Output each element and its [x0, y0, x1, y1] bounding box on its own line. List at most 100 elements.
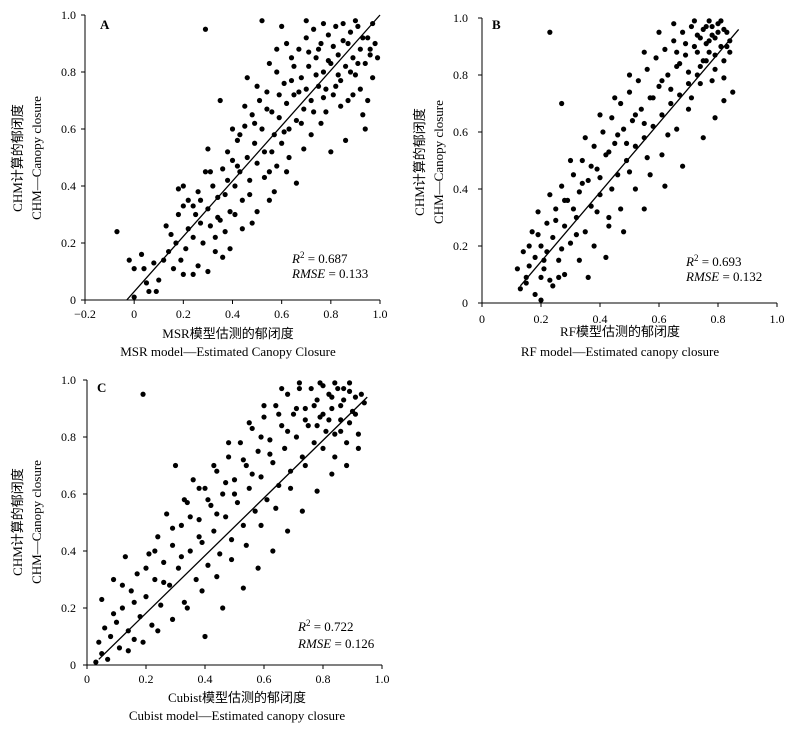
x-tick-label: 0.6: [257, 672, 272, 686]
data-point: [520, 249, 526, 255]
data-point: [143, 280, 150, 286]
data-point: [234, 499, 241, 506]
panel-a: −0.2 0 0.2 0.4 0.6 0.8 1.000.20.40.60.81.0AR2 …: [10, 8, 388, 359]
data-point: [350, 55, 356, 61]
data-point: [323, 428, 329, 434]
data-point: [671, 21, 677, 27]
data-point: [298, 120, 304, 126]
data-point: [665, 132, 671, 138]
data-point: [541, 266, 547, 272]
data-point: [694, 32, 700, 38]
data-point: [114, 229, 120, 235]
data-point: [161, 559, 167, 566]
data-point: [365, 35, 371, 41]
data-point: [330, 92, 336, 98]
data-point: [141, 266, 147, 272]
data-point: [185, 197, 191, 203]
data-point: [152, 548, 158, 554]
data-point: [644, 155, 650, 161]
data-point: [730, 89, 736, 95]
x-tick-label: 0.8: [323, 307, 338, 321]
data-point: [553, 206, 559, 212]
data-point: [308, 385, 314, 392]
data-point: [341, 385, 347, 392]
data-point: [187, 514, 193, 520]
data-point: [721, 75, 727, 81]
data-point: [180, 271, 186, 277]
x-tick-label: 0.6: [274, 307, 289, 321]
data-point: [208, 502, 214, 508]
data-point: [626, 169, 633, 175]
data-point: [721, 26, 727, 32]
data-point: [618, 206, 624, 212]
data-point: [547, 29, 553, 35]
data-point: [305, 423, 311, 429]
data-point: [255, 448, 261, 454]
data-point: [365, 97, 371, 104]
data-point: [674, 126, 680, 132]
data-point: [697, 80, 703, 87]
data-point: [231, 491, 238, 497]
data-point: [550, 283, 556, 289]
data-point: [550, 234, 556, 241]
data-point: [641, 120, 647, 127]
data-point: [579, 180, 585, 186]
y-tick-label: 0.6: [453, 125, 468, 139]
data-point: [211, 462, 217, 469]
data-point: [296, 89, 302, 95]
data-point: [562, 271, 568, 278]
data-point: [224, 177, 231, 183]
data-point: [332, 431, 338, 437]
data-point: [306, 49, 312, 55]
x-tick-label: 1.0: [375, 672, 390, 686]
data-point: [282, 445, 288, 451]
x-tick-label: 0: [479, 312, 485, 326]
data-point: [220, 491, 226, 497]
data-point: [567, 157, 574, 164]
data-point: [240, 457, 246, 463]
data-point: [259, 126, 265, 132]
data-point: [281, 129, 287, 135]
data-point: [682, 52, 689, 58]
data-point: [247, 177, 253, 183]
data-point: [303, 18, 309, 24]
data-point: [341, 397, 347, 403]
x-tick-label: 0.4: [225, 307, 240, 321]
data-point: [347, 69, 354, 75]
rmse-label: RMSE = 0.132: [685, 269, 762, 284]
data-point: [131, 266, 137, 272]
data-point: [228, 537, 235, 543]
data-point: [293, 117, 300, 124]
data-point: [168, 231, 174, 238]
data-point: [207, 223, 213, 229]
x-tick-label: 0.4: [593, 312, 608, 326]
data-point: [535, 209, 541, 215]
data-point: [187, 548, 193, 554]
data-point: [579, 157, 585, 164]
data-point: [184, 605, 190, 611]
data-point: [286, 126, 292, 132]
panel-label: C: [97, 380, 106, 395]
data-point: [328, 149, 334, 155]
data-point: [314, 423, 320, 429]
data-point: [362, 60, 368, 67]
x-tick-label: −0.2: [74, 307, 96, 321]
data-point: [199, 539, 205, 546]
y-axis-label-cn: CHM计算的郁闭度: [10, 468, 25, 576]
data-point: [110, 576, 117, 583]
x-tick-label: 0.2: [139, 672, 154, 686]
data-point: [155, 534, 161, 540]
data-point: [703, 58, 709, 64]
data-point: [606, 214, 612, 221]
data-point: [333, 83, 339, 89]
data-point: [197, 220, 204, 226]
data-point: [175, 565, 182, 571]
panel-b: 0 0.2 0.4 0.6 0.8 1.0 0 0.2 0.4 0.6 0.8 1.0 B R2 = 0.…: [412, 11, 785, 359]
data-point: [538, 297, 544, 303]
data-point: [249, 425, 255, 432]
data-point: [573, 232, 580, 238]
data-point: [615, 132, 621, 138]
data-point: [523, 280, 529, 286]
data-point: [116, 645, 123, 651]
data-point: [196, 517, 202, 523]
